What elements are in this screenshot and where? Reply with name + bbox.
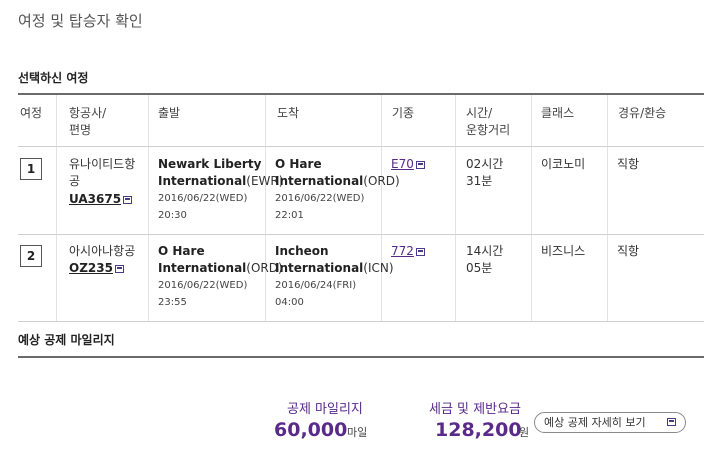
tax-fee-label: 세금 및 제반요금 <box>429 402 521 417</box>
itinerary-section-title: 선택하신 여정 <box>18 71 89 85</box>
tax-fee-value: 128,200 <box>435 419 522 441</box>
arrival-time: 04:00 <box>275 297 304 308</box>
cabin-class: 비즈니스 <box>541 244 586 258</box>
row-divider <box>18 234 704 235</box>
departure-airport-code: (EWR) <box>246 174 284 188</box>
external-window-icon[interactable] <box>123 195 133 204</box>
aircraft-link[interactable]: E70 <box>391 156 425 173</box>
flight-number[interactable]: OZ235 <box>69 261 113 275</box>
deduct-mileage-label: 공제 마일리지 <box>287 402 363 417</box>
col-divider <box>148 95 149 321</box>
transit-type: 직항 <box>617 244 640 258</box>
deduct-mileage-unit: 마일 <box>347 426 368 439</box>
arrival-airport-code: (ICN) <box>363 261 394 275</box>
col-divider <box>56 95 57 321</box>
arrival-date: 2016/06/22(WED) <box>275 193 365 204</box>
cabin-class: 이코노미 <box>541 157 586 171</box>
col-divider <box>531 95 532 321</box>
header-time-distance: 시간/ 운항거리 <box>466 106 511 137</box>
transit-type: 직항 <box>617 157 640 171</box>
col-divider <box>265 95 266 321</box>
departure-airport-name: Newark Liberty <box>158 157 262 171</box>
departure-time: 20:30 <box>158 210 187 221</box>
duration-minutes: 31분 <box>466 174 493 188</box>
departure-airport-code: (ORD) <box>246 261 283 275</box>
duration-hours: 02시간 <box>466 157 504 171</box>
header-class: 클래스 <box>541 106 575 120</box>
departure-airport-line: International(ORD) <box>158 260 283 277</box>
external-window-icon[interactable] <box>415 160 425 169</box>
header-transit: 경유/환승 <box>618 106 667 120</box>
departure-airport-line: International(EWR) <box>158 173 283 190</box>
departure-airport-name: O Hare <box>158 244 205 258</box>
col-divider <box>381 95 382 321</box>
col-divider <box>455 95 456 321</box>
mileage-top-rule <box>18 356 704 358</box>
airline-name: 유나이티드항공 <box>69 157 136 188</box>
external-window-icon <box>667 418 676 426</box>
duration-minutes: 05분 <box>466 261 493 275</box>
leg-number-badge: 1 <box>20 158 42 180</box>
leg-number-badge: 2 <box>20 245 42 267</box>
aircraft-type[interactable]: E70 <box>391 157 414 171</box>
departure-date: 2016/06/22(WED) <box>158 193 248 204</box>
departure-time: 23:55 <box>158 297 187 308</box>
header-rule <box>18 146 704 147</box>
airline-name: 아시아나항공 <box>69 244 136 258</box>
flight-number-link[interactable]: UA3675 <box>69 191 133 208</box>
arrival-airport-intl: International <box>275 261 364 275</box>
departure-airport-intl: International <box>158 174 247 188</box>
aircraft-type[interactable]: 772 <box>391 244 414 258</box>
itinerary-top-rule <box>18 93 704 95</box>
arrival-airport-name: O Hare <box>275 157 322 171</box>
tax-fee-unit: 원 <box>519 426 530 439</box>
arrival-date: 2016/06/24(FRI) <box>275 280 357 291</box>
mileage-detail-button-label: 예상 공제 자세히 보기 <box>544 416 646 429</box>
col-divider <box>607 95 608 321</box>
mileage-section-title: 예상 공제 마일리지 <box>18 333 115 347</box>
deduct-mileage-value: 60,000 <box>274 419 348 441</box>
arrival-airport-code: (ORD) <box>363 174 400 188</box>
arrival-time: 22:01 <box>275 210 304 221</box>
departure-airport-intl: International <box>158 261 247 275</box>
page-title: 여정 및 탑승자 확인 <box>18 12 143 30</box>
arrival-airport-name: Incheon <box>275 244 329 258</box>
arrival-airport-line: International(ICN) <box>275 260 394 277</box>
external-window-icon[interactable] <box>114 264 124 273</box>
header-departure: 출발 <box>158 106 181 120</box>
table-bottom-rule <box>18 321 704 322</box>
header-aircraft: 기종 <box>392 106 415 120</box>
flight-number[interactable]: UA3675 <box>69 192 122 206</box>
arrival-airport-intl: International <box>275 174 364 188</box>
aircraft-link[interactable]: 772 <box>391 243 425 260</box>
mileage-detail-button[interactable]: 예상 공제 자세히 보기 <box>534 412 686 433</box>
arrival-airport-line: International(ORD) <box>275 173 400 190</box>
header-airline-flight: 항공사/ 편명 <box>69 106 107 137</box>
header-leg: 여정 <box>20 106 43 120</box>
duration-hours: 14시간 <box>466 244 504 258</box>
header-arrival: 도착 <box>277 106 300 120</box>
flight-number-link[interactable]: OZ235 <box>69 260 124 277</box>
departure-date: 2016/06/22(WED) <box>158 280 248 291</box>
external-window-icon[interactable] <box>415 247 425 256</box>
